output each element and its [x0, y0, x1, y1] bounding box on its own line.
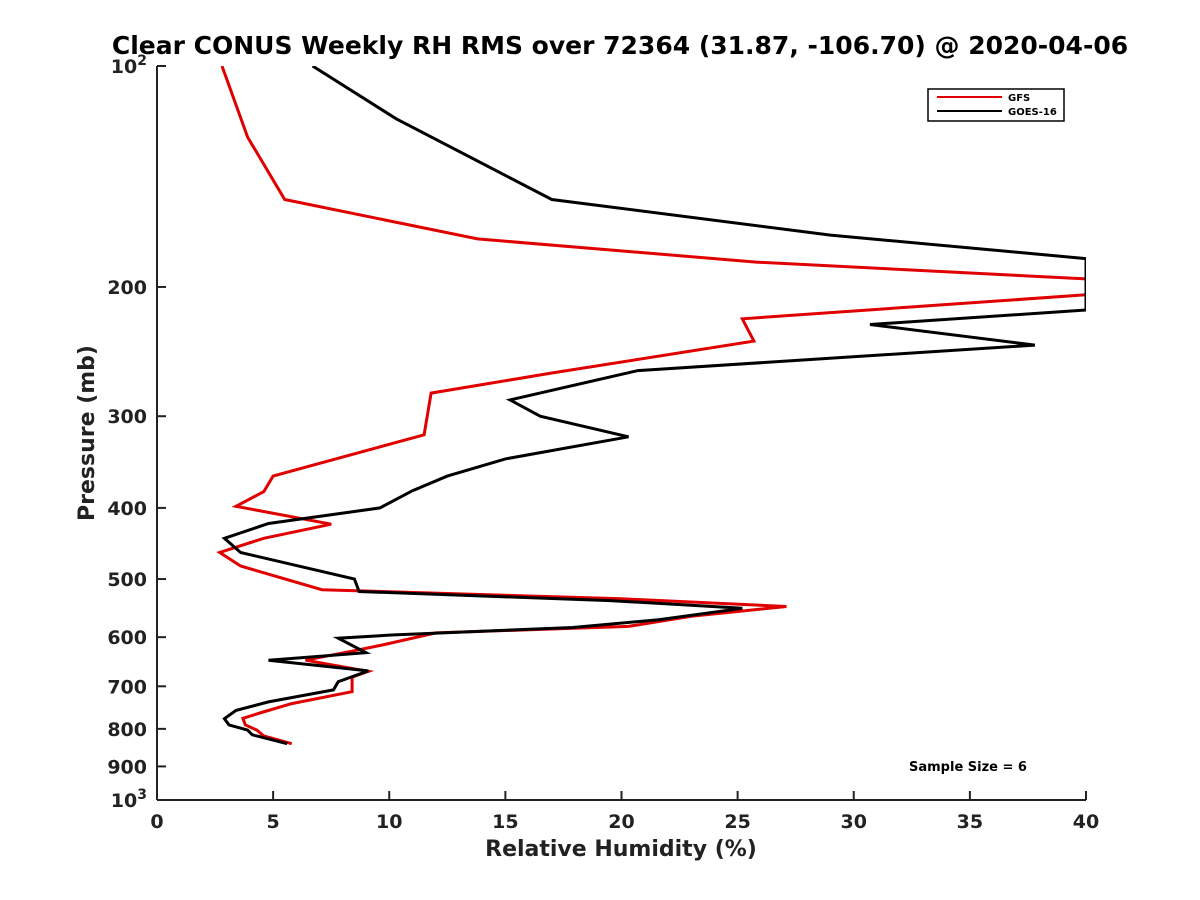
x-tick-label: 10 [376, 811, 402, 833]
y-tick-label: 103 [111, 787, 147, 812]
y-tick-label: 600 [107, 627, 147, 649]
x-tick-label: 5 [267, 811, 280, 833]
x-tick-label: 20 [608, 811, 634, 833]
plot-background [157, 66, 1086, 800]
y-tick-label: 800 [107, 719, 147, 741]
y-tick-label: 300 [107, 406, 147, 428]
y-tick-label: 700 [107, 676, 147, 698]
y-tick-label: 400 [107, 498, 147, 520]
x-axis-label: Relative Humidity (%) [485, 837, 757, 862]
x-tick-label: 0 [150, 811, 163, 833]
plot-area: 0 5 10 15 20 25 30 35 40 102 200 300 400 500 600 700 80… [107, 53, 1099, 833]
series-layer [216, 66, 1086, 746]
y-tick-label: 102 [111, 53, 147, 78]
series-line-gfs [216, 66, 1086, 746]
x-tick-label: 40 [1073, 811, 1099, 833]
legend-box [927, 88, 1065, 122]
y-axis-label: Pressure (mb) [75, 345, 100, 521]
legend-label-gfs: GFS [1008, 93, 1030, 104]
legend: GFS GOES-16 [927, 88, 1065, 122]
sample-size-annotation: Sample Size = 6 [909, 760, 1027, 775]
x-tick-label: 25 [724, 811, 750, 833]
y-ticks: 102 200 300 400 500 600 700 800 900 103 [107, 53, 166, 812]
x-tick-label: 35 [957, 811, 983, 833]
x-tick-label: 15 [492, 811, 518, 833]
x-tick-label: 30 [841, 811, 867, 833]
chart-title: Clear CONUS Weekly RH RMS over 72364 (31… [112, 31, 1128, 60]
series-line-goes16 [221, 66, 1086, 746]
legend-label-goes16: GOES-16 [1008, 107, 1057, 118]
y-tick-label: 200 [107, 277, 147, 299]
x-ticks: 0 5 10 15 20 25 30 35 40 [150, 791, 1099, 833]
y-tick-label: 900 [107, 756, 147, 778]
y-tick-label: 500 [107, 569, 147, 591]
